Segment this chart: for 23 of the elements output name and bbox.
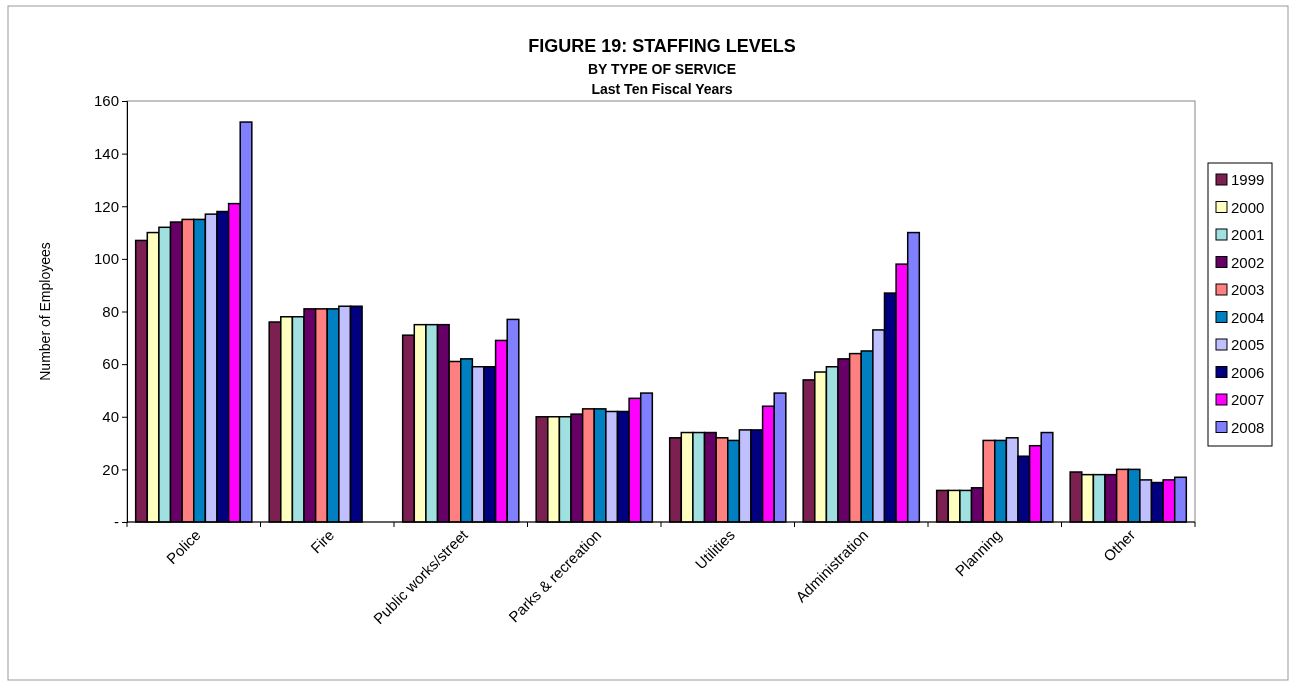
y-tick-label: 60	[102, 355, 119, 373]
x-tick-label: Fire	[307, 526, 338, 557]
y-tick-label: 140	[93, 144, 119, 162]
y-axis-title: Number of Employees	[37, 242, 53, 381]
y-tick-label: 100	[93, 250, 119, 268]
legend-label: 2001	[1231, 226, 1265, 243]
legend-label: 2000	[1231, 198, 1265, 216]
chart-subtitle: BY TYPE OF SERVICE Last Ten Fiscal Years	[587, 61, 737, 97]
legend-label: 2004	[1231, 308, 1265, 326]
y-tick-label: 40	[102, 408, 119, 426]
y-tick-label: 160	[93, 92, 119, 110]
legend-label: 2002	[1231, 253, 1265, 271]
legend-label: 2006	[1231, 363, 1265, 381]
y-tick-label: 20	[102, 460, 119, 478]
legend-label: 1999	[1231, 171, 1265, 188]
y-tick-label: -	[114, 513, 119, 531]
y-tick-label: 120	[93, 197, 119, 215]
legend-label: 2003	[1231, 281, 1265, 298]
legend-label: 2005	[1231, 336, 1265, 353]
y-tick-label: 80	[102, 302, 119, 320]
legend-label: 2007	[1231, 391, 1265, 408]
legend-label: 2008	[1231, 418, 1265, 436]
chart-title: FIGURE 19: STAFFING LEVELS	[528, 36, 796, 56]
